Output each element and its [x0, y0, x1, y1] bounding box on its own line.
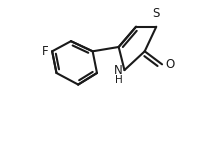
- Text: N: N: [114, 64, 123, 77]
- Text: H: H: [115, 75, 123, 85]
- Text: F: F: [42, 45, 49, 58]
- Text: S: S: [153, 7, 160, 20]
- Text: O: O: [166, 58, 175, 71]
